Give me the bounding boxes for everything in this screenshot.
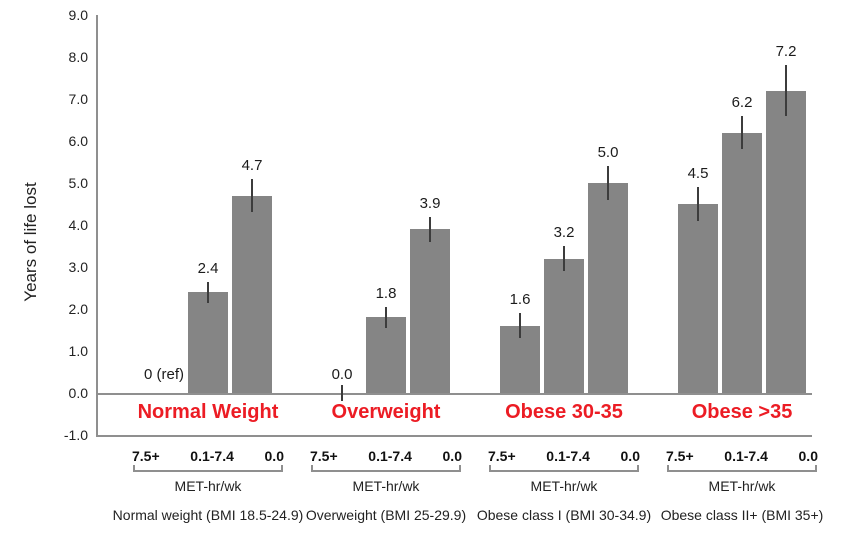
met-tick-label: 0.1-7.4 bbox=[190, 448, 234, 464]
group-label: Obese >35 bbox=[691, 401, 793, 423]
bar bbox=[678, 204, 718, 393]
bar bbox=[232, 195, 272, 393]
group-label: Obese 30-35 bbox=[505, 401, 623, 423]
bar-value-label: 2.4 bbox=[197, 259, 219, 277]
met-tick-label: 7.5+ bbox=[132, 448, 160, 464]
bar-value-label: 3.9 bbox=[419, 194, 441, 212]
bar-value-label: 4.5 bbox=[687, 165, 709, 183]
bar bbox=[588, 183, 628, 393]
y-tick-label: 8.0 bbox=[68, 49, 88, 65]
y-tick-label: 5.0 bbox=[68, 175, 88, 191]
met-tick-label: 0.1-7.4 bbox=[368, 448, 412, 464]
error-bar bbox=[785, 65, 787, 116]
x-axis-zero-line bbox=[96, 393, 812, 395]
group-bracket bbox=[667, 465, 817, 472]
met-tick-row: 7.5+ 0.1-7.4 0.0 bbox=[666, 448, 818, 464]
group-caption: Overweight (BMI 25-29.9) bbox=[305, 507, 467, 523]
y-tick-label: 1.0 bbox=[68, 343, 88, 359]
bar bbox=[722, 132, 762, 393]
bar bbox=[366, 317, 406, 393]
error-bar bbox=[385, 306, 387, 328]
group-bracket bbox=[133, 465, 283, 472]
met-tick-label: 0.0 bbox=[620, 448, 640, 464]
error-bar bbox=[429, 216, 431, 242]
error-bar bbox=[519, 313, 521, 339]
bar-value-label: 5.0 bbox=[597, 144, 619, 162]
met-tick-label: 0.0 bbox=[442, 448, 462, 464]
met-tick-row: 7.5+ 0.1-7.4 0.0 bbox=[132, 448, 284, 464]
bar bbox=[766, 90, 806, 393]
error-bar bbox=[207, 281, 209, 303]
met-tick-label: 7.5+ bbox=[666, 448, 694, 464]
y-axis-line bbox=[96, 15, 98, 437]
y-tick-label: 6.0 bbox=[68, 133, 88, 149]
met-tick-label: 7.5+ bbox=[488, 448, 516, 464]
met-tick-label: 0.0 bbox=[264, 448, 284, 464]
y-tick-label: 7.0 bbox=[68, 91, 88, 107]
y-tick-label: 2.0 bbox=[68, 301, 88, 317]
met-tick-label: 0.1-7.4 bbox=[546, 448, 590, 464]
bar-value-label: 4.7 bbox=[241, 156, 263, 174]
error-bar bbox=[563, 246, 565, 272]
bar-value-label: 1.8 bbox=[375, 284, 397, 302]
error-bar bbox=[341, 384, 343, 402]
bar-value-label: 7.2 bbox=[775, 43, 797, 61]
group-caption: Obese class I (BMI 30-34.9) bbox=[476, 507, 652, 523]
error-bar bbox=[251, 178, 253, 213]
met-tick-label: 7.5+ bbox=[310, 448, 338, 464]
group-bracket bbox=[311, 465, 461, 472]
y-tick-label: 9.0 bbox=[68, 7, 88, 23]
bar-value-label: 6.2 bbox=[731, 93, 753, 111]
group-caption: Normal weight (BMI 18.5-24.9) bbox=[112, 507, 304, 523]
bar bbox=[188, 292, 228, 393]
y-tick-label: 3.0 bbox=[68, 259, 88, 275]
bar-value-label: 3.2 bbox=[553, 224, 575, 241]
error-bar bbox=[697, 187, 699, 221]
bar-value-label: 1.6 bbox=[509, 291, 531, 309]
bar-value-label: 0.0 bbox=[331, 366, 353, 383]
group-label: Overweight bbox=[331, 401, 441, 423]
y-axis-title: Years of life lost bbox=[21, 182, 40, 302]
met-tick-row: 7.5+ 0.1-7.4 0.0 bbox=[488, 448, 640, 464]
error-bar bbox=[741, 115, 743, 150]
y-tick-label: -1.0 bbox=[63, 427, 88, 443]
group-bracket bbox=[489, 465, 639, 472]
met-axis-title: MET-hr/wk bbox=[530, 478, 598, 494]
y-tick-label: 0.0 bbox=[68, 385, 88, 401]
met-tick-row: 7.5+ 0.1-7.4 0.0 bbox=[310, 448, 462, 464]
met-axis-title: MET-hr/wk bbox=[352, 478, 420, 494]
plot-bottom-line bbox=[96, 435, 812, 437]
group-caption: Obese class II+ (BMI 35+) bbox=[660, 507, 824, 523]
met-tick-label: 0.0 bbox=[798, 448, 818, 464]
bar-value-label: 0 (ref) bbox=[143, 366, 184, 383]
group-label: Normal Weight bbox=[137, 401, 279, 423]
met-tick-label: 0.1-7.4 bbox=[724, 448, 768, 464]
bar bbox=[544, 258, 584, 393]
bar bbox=[410, 229, 450, 393]
met-axis-title: MET-hr/wk bbox=[708, 478, 776, 494]
error-bar bbox=[607, 166, 609, 200]
met-axis-title: MET-hr/wk bbox=[174, 478, 242, 494]
y-tick-label: 4.0 bbox=[68, 217, 88, 233]
